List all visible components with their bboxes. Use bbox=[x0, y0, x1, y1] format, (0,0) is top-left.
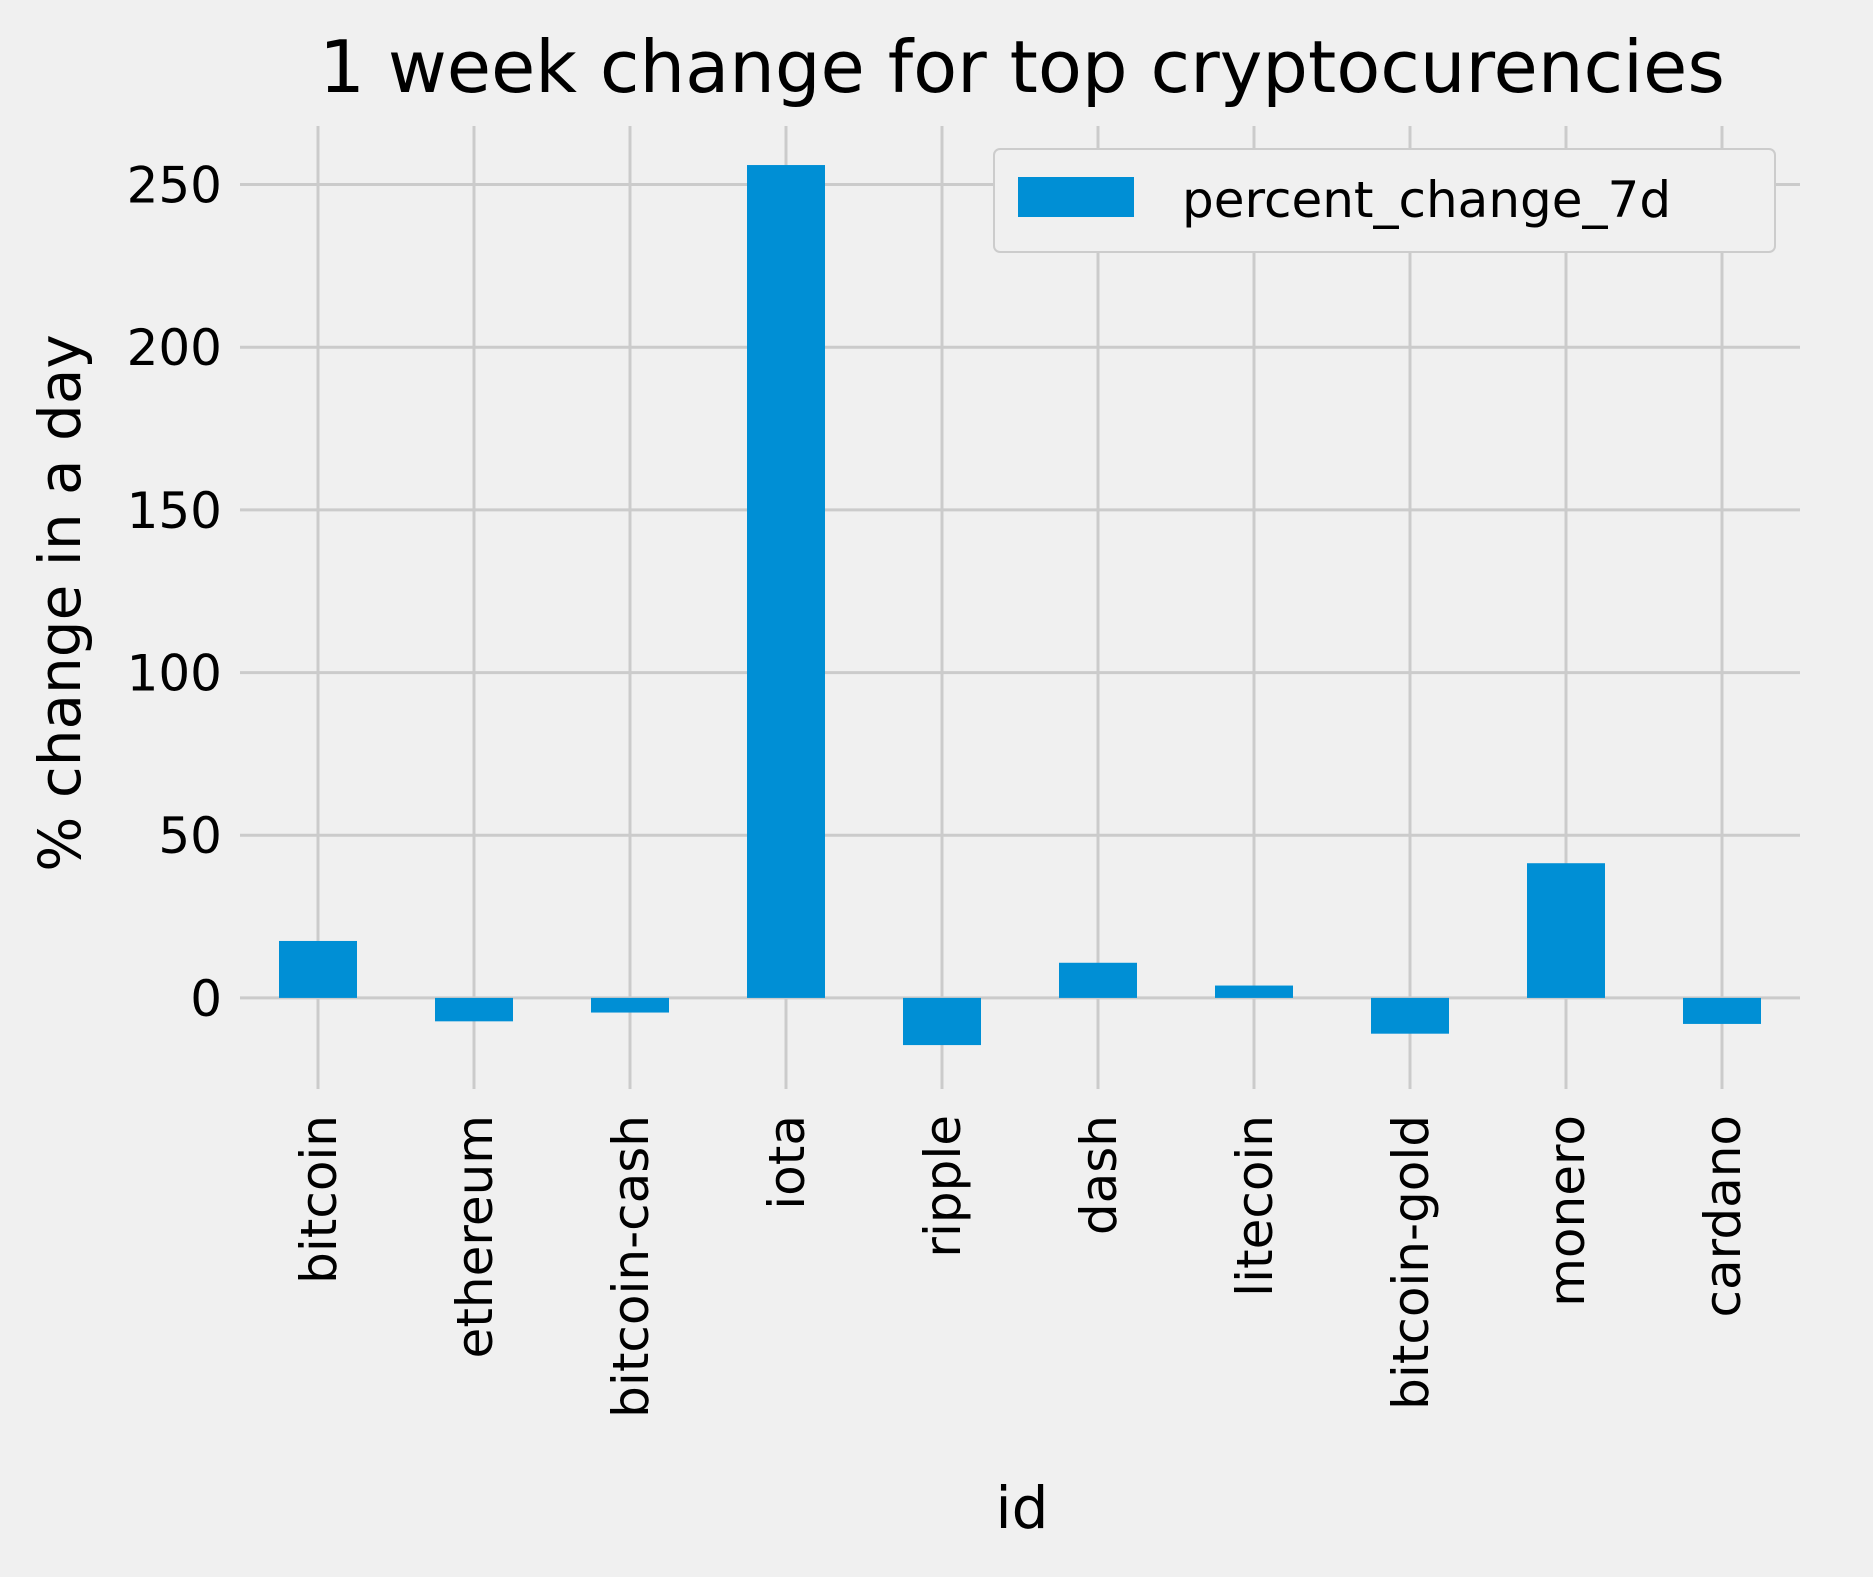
x-tick-label: monero bbox=[1538, 1115, 1596, 1307]
x-tick-label: bitcoin-gold bbox=[1382, 1115, 1440, 1410]
x-tick-label: bitcoin bbox=[290, 1115, 348, 1284]
bar-bitcoin bbox=[279, 940, 357, 998]
bar-bitcoin-gold bbox=[1371, 997, 1449, 1034]
legend: percent_change_7d bbox=[993, 148, 1776, 253]
x-tick-label: ethereum bbox=[446, 1115, 504, 1358]
bar-ethereum bbox=[435, 997, 513, 1022]
y-axis-label: % change in a day bbox=[26, 334, 94, 871]
bar-iota bbox=[747, 165, 825, 998]
x-tick-label: bitcoin-cash bbox=[602, 1115, 660, 1418]
y-tick-label: 250 bbox=[127, 157, 222, 215]
x-tick-label: ripple bbox=[914, 1115, 972, 1258]
y-tick-label: 100 bbox=[127, 645, 222, 703]
bar-monero bbox=[1527, 863, 1605, 998]
legend-label: percent_change_7d bbox=[1182, 171, 1671, 229]
chart-title: 1 week change for top cryptocurencies bbox=[319, 25, 1725, 109]
bar-cardano bbox=[1683, 997, 1761, 1024]
legend-swatch bbox=[1018, 177, 1134, 217]
bar-litecoin bbox=[1215, 985, 1293, 998]
y-tick-label: 200 bbox=[127, 319, 222, 377]
y-tick-label: 150 bbox=[127, 482, 222, 540]
legend-box bbox=[993, 148, 1776, 253]
ticks: 0 50 100 150 200 250 bitcoin ethereum bitcoin-ca… bbox=[127, 157, 1752, 1418]
x-axis-label: id bbox=[996, 1474, 1049, 1542]
y-tick-label: 50 bbox=[158, 807, 222, 865]
x-tick-label: iota bbox=[758, 1115, 816, 1210]
bar-ripple bbox=[903, 997, 981, 1046]
y-tick-label: 0 bbox=[190, 970, 222, 1028]
x-tick-label: cardano bbox=[1694, 1115, 1752, 1317]
bar-dash bbox=[1059, 962, 1137, 998]
x-tick-label: litecoin bbox=[1226, 1115, 1284, 1297]
bars bbox=[279, 165, 1761, 1046]
bar-bitcoin-cash bbox=[591, 997, 669, 1013]
x-tick-label: dash bbox=[1070, 1115, 1128, 1235]
